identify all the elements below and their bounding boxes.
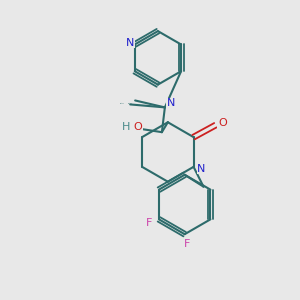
Text: F: F	[146, 218, 152, 228]
Text: N: N	[197, 164, 206, 174]
Text: N: N	[126, 38, 134, 47]
Text: O: O	[134, 122, 142, 132]
Text: methyl: methyl	[120, 103, 125, 104]
Text: O: O	[218, 118, 227, 128]
Text: F: F	[184, 239, 190, 249]
Text: H: H	[122, 122, 130, 132]
Text: methyl: methyl	[128, 103, 133, 104]
Text: N: N	[167, 98, 175, 108]
